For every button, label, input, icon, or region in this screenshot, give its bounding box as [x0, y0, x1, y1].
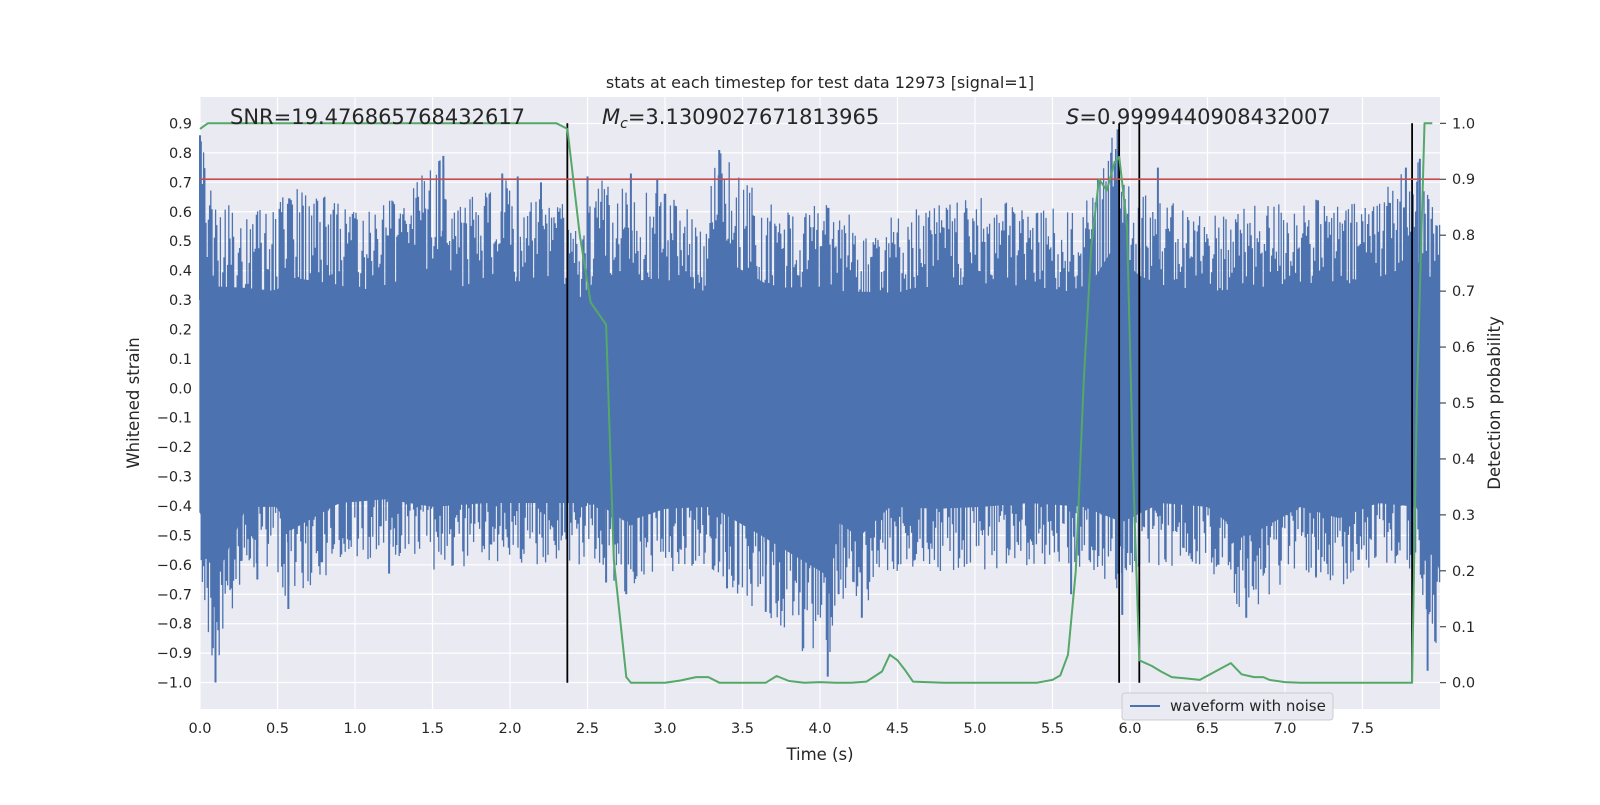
vertical-markers — [566, 123, 1413, 683]
y-right-tick-label: 0.6 — [1452, 340, 1475, 356]
x-tick-label: 6.5 — [1196, 721, 1219, 737]
y-left-tick-label: −0.2 — [157, 440, 192, 456]
y-right-tick-label: 1.0 — [1452, 116, 1475, 132]
y-axis-label-right: Detection probability — [1485, 316, 1504, 490]
y-right-tick-label: 0.7 — [1452, 284, 1475, 300]
y-right-tick-label: 0.1 — [1452, 620, 1475, 636]
x-tick-label: 5.0 — [963, 721, 986, 737]
probability-line — [199, 122, 1433, 684]
x-tick-label: 1.5 — [421, 721, 444, 737]
x-tick-label: 0.0 — [188, 721, 211, 737]
legend-label: waveform with noise — [1170, 697, 1326, 715]
mc-value: =3.1309027671813965 — [628, 105, 879, 129]
legend: waveform with noise — [1121, 692, 1334, 721]
x-tick-label: 4.0 — [808, 721, 831, 737]
y-left-tick-label: −0.7 — [157, 587, 192, 603]
x-tick-label: 7.5 — [1351, 721, 1374, 737]
y-left-tick-label: −0.3 — [157, 470, 192, 486]
x-tick-label: 1.0 — [343, 721, 366, 737]
mc-symbol: M — [602, 105, 620, 129]
x-tick-label: 6.0 — [1118, 721, 1141, 737]
x-tick-label: 3.5 — [731, 721, 754, 737]
y-left-tick-label: −0.6 — [157, 558, 192, 574]
y-right-tick-label: 0.8 — [1452, 228, 1475, 244]
y-left-tick-label: 0.3 — [169, 293, 192, 309]
y-left-tick-label: −1.0 — [157, 676, 192, 692]
y-left-tick-label: 0.9 — [169, 116, 192, 132]
x-tick-label: 5.5 — [1041, 721, 1064, 737]
y-right-tick-label: 0.2 — [1452, 564, 1475, 580]
probability-series — [199, 122, 1433, 684]
legend-box — [1121, 692, 1334, 721]
x-tick-label: 3.0 — [653, 721, 676, 737]
y-left-tick-label: −0.9 — [157, 646, 192, 662]
x-tick-label: 7.0 — [1273, 721, 1296, 737]
y-right-tick-label: 0.4 — [1452, 452, 1475, 468]
y-right-tick-label: 0.0 — [1452, 676, 1475, 692]
s-symbol: S — [1066, 105, 1079, 129]
y-left-tick-label: 0.7 — [169, 175, 192, 191]
y-left-tick-label: 0.8 — [169, 146, 192, 162]
y-right-tick-label: 0.5 — [1452, 396, 1475, 412]
y-left-tick-label: 0.1 — [169, 352, 192, 368]
mc-subscript: c — [620, 116, 628, 132]
y-left-tick-label: −0.1 — [157, 411, 192, 427]
axis-ticks: 0.0 0.5 1.0 1.5 2.0 2.5 3.0 3.5 4.0 4.5 5.0 5.5 6.0 6… — [157, 116, 1475, 737]
y-left-tick-label: −0.8 — [157, 617, 192, 633]
y-left-tick-label: 0.6 — [169, 205, 192, 221]
mc-annotation: Mc=3.1309027671813965 — [602, 105, 879, 132]
strain-wiggles — [199, 137, 1441, 677]
x-tick-label: 2.0 — [498, 721, 521, 737]
y-left-tick-label: 0.2 — [169, 322, 192, 338]
y-left-tick-label: −0.5 — [157, 528, 192, 544]
x-axis-label: Time (s) — [785, 745, 853, 764]
y-right-tick-label: 0.9 — [1452, 172, 1475, 188]
y-left-tick-label: −0.4 — [157, 499, 192, 515]
snr-annotation: SNR=19.476865768432617 — [230, 105, 525, 129]
y-axis-label-left: Whitened strain — [124, 337, 143, 468]
x-tick-label: 2.5 — [576, 721, 599, 737]
x-tick-label: 4.5 — [886, 721, 909, 737]
s-annotation: S=0.9999440908432007 — [1066, 105, 1331, 129]
chart-title: stats at each timestep for test data 129… — [606, 73, 1034, 92]
y-left-tick-label: 0.0 — [169, 381, 192, 397]
y-left-tick-label: 0.4 — [169, 264, 192, 280]
y-left-tick-label: 0.5 — [169, 234, 192, 250]
y-right-tick-label: 0.3 — [1452, 508, 1475, 524]
s-value: =0.9999440908432007 — [1079, 105, 1330, 129]
x-tick-label: 0.5 — [266, 721, 289, 737]
